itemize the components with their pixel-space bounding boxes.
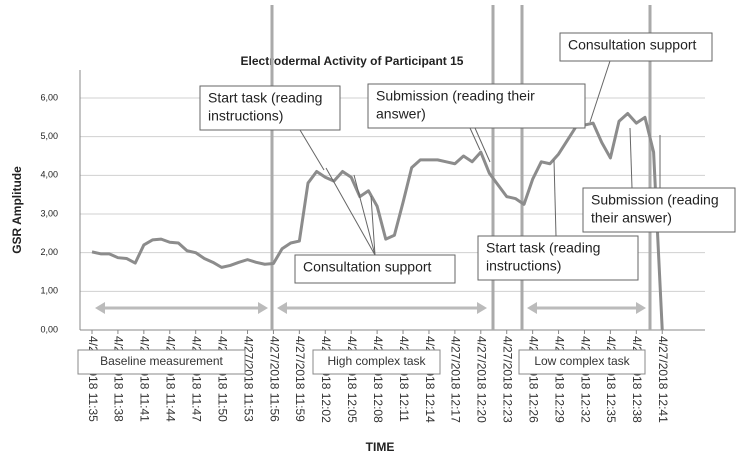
x-tick-label: 4/27/2018 12:35 <box>604 336 618 423</box>
annotation-text: Consultation support <box>303 259 432 275</box>
y-tick-label: 6,00 <box>40 92 58 102</box>
y-tick-label: 2,00 <box>40 247 58 257</box>
callout-line <box>353 174 376 256</box>
callout-line <box>325 167 376 256</box>
annotation-box <box>477 235 639 281</box>
x-tick-label: 4/27/2018 12:08 <box>371 336 385 423</box>
y-tick-label: 0,00 <box>40 324 58 334</box>
x-tick-label: 4/27/2018 12:20 <box>475 336 489 423</box>
arrow-head <box>527 302 537 314</box>
x-tick-label: 4/27/2018 12:26 <box>526 336 540 423</box>
x-tick-label: 4/27/2018 12:17 <box>449 336 463 423</box>
x-tick-label: 4/27/2018 11:56 <box>267 336 281 422</box>
x-tick-label: 4/27/2018 11:41 <box>138 336 152 422</box>
annotation-text: Start task (reading <box>208 90 322 106</box>
y-axis-label: GSR Amplitude <box>10 166 24 254</box>
phase-label: Baseline measurement <box>100 354 223 368</box>
y-tick-label: 4,00 <box>40 170 58 180</box>
x-tick-label: 4/27/2018 11:47 <box>190 336 204 422</box>
x-tick-label: 4/27/2018 12:38 <box>630 336 644 423</box>
phase-box <box>518 349 646 375</box>
callout-line <box>589 60 611 123</box>
callout-line <box>370 195 376 256</box>
arrow-head <box>277 302 287 314</box>
x-tick-label: 4/27/2018 11:50 <box>215 336 229 422</box>
arrow-head <box>636 302 646 314</box>
y-tick-label: 5,00 <box>40 131 58 141</box>
phase-label: High complex task <box>327 354 426 368</box>
annotation-text: Submission (reading <box>591 192 719 208</box>
annotation-box <box>582 187 736 233</box>
phase-box <box>312 349 441 375</box>
y-tick-label: 1,00 <box>40 286 58 296</box>
x-tick-label: 4/27/2018 12:41 <box>656 336 670 423</box>
annotation-text: Consultation support <box>568 37 697 53</box>
annotation-box <box>294 254 456 284</box>
x-tick-label: 4/27/2018 12:14 <box>423 336 437 423</box>
callout-line <box>469 127 481 151</box>
arrow-head <box>95 302 105 314</box>
data-line <box>91 111 664 331</box>
callout-line <box>299 129 325 171</box>
x-tick-label: 4/27/2018 12:02 <box>319 336 333 423</box>
annotation-text: answer) <box>376 106 426 122</box>
callout-line <box>553 159 557 237</box>
arrow-head <box>477 302 487 314</box>
annotation-text: Submission (reading their <box>376 88 535 104</box>
x-tick-label: 4/27/2018 11:44 <box>164 336 178 422</box>
x-tick-label: 4/27/2018 11:35 <box>86 336 100 422</box>
x-tick-label: 4/27/2018 11:59 <box>293 336 307 422</box>
x-tick-label: 4/27/2018 12:29 <box>552 336 566 423</box>
annotation-text: instructions) <box>486 258 561 274</box>
annotation-box <box>367 83 586 129</box>
x-tick-label: 4/27/2018 12:32 <box>578 336 592 423</box>
x-tick-label: 4/27/2018 11:38 <box>112 336 126 422</box>
annotation-text: their answer) <box>591 210 672 226</box>
x-tick-label: 4/27/2018 11:53 <box>241 336 255 422</box>
phase-box <box>77 349 246 375</box>
x-tick-label: 4/27/2018 12:11 <box>397 336 411 422</box>
arrow-head <box>258 302 268 314</box>
annotation-text: instructions) <box>208 108 283 124</box>
x-tick-label: 4/27/2018 12:05 <box>345 336 359 423</box>
annotation-box <box>199 85 341 131</box>
callout-line <box>629 127 633 189</box>
annotation-box <box>559 32 713 62</box>
chart-title: Electrodermal Activity of Participant 15 <box>241 54 464 68</box>
x-tick-label: 4/27/2018 12:23 <box>501 336 515 423</box>
annotation-text: Start task (reading <box>486 240 600 256</box>
x-axis-label: TIME <box>366 440 395 454</box>
y-tick-label: 3,00 <box>40 208 58 218</box>
phase-label: Low complex task <box>534 354 630 368</box>
callout-line <box>474 127 491 163</box>
